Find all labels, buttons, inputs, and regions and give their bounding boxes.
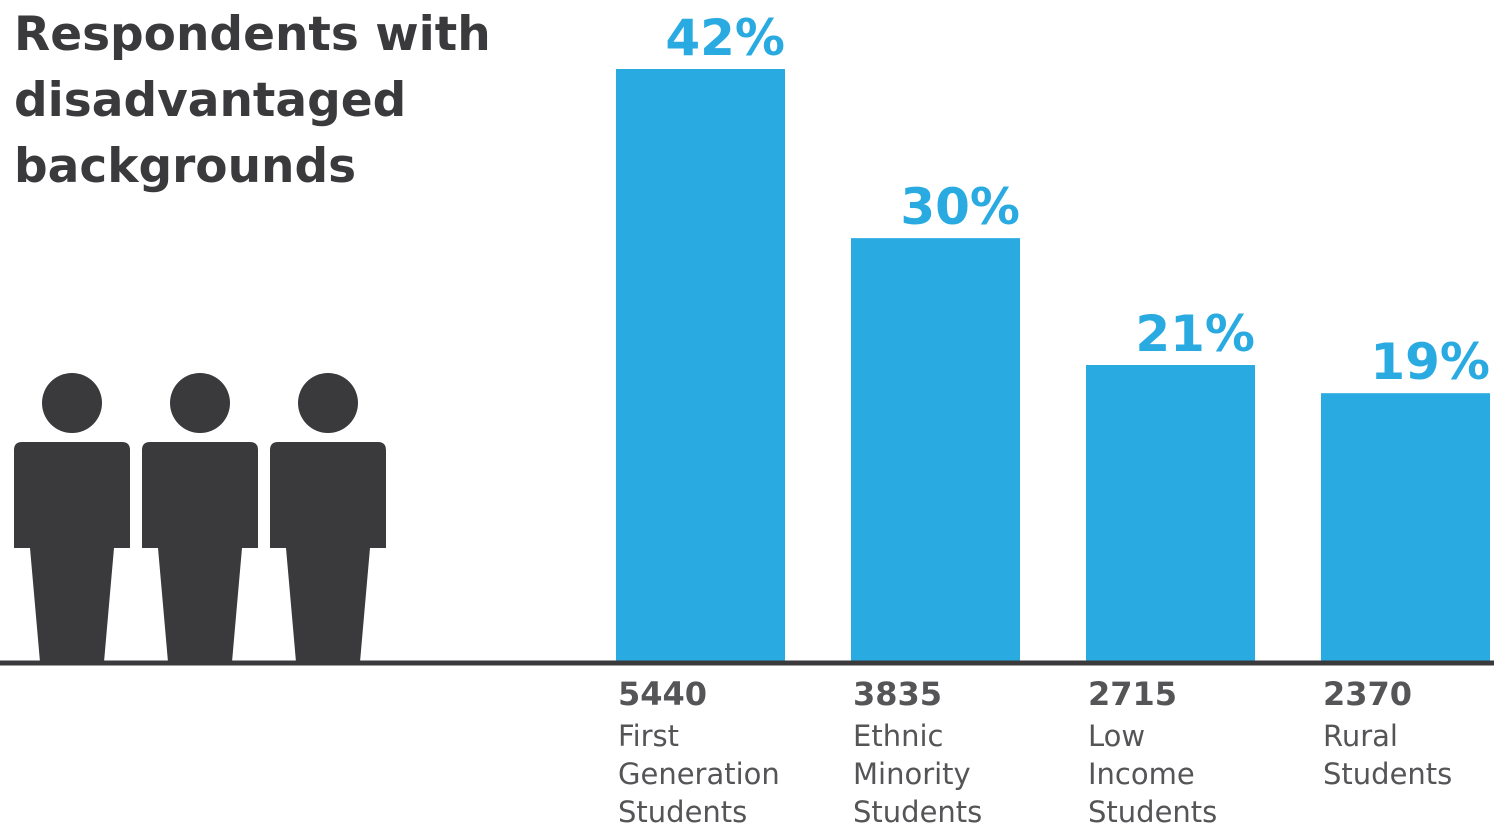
chart-title-line: backgrounds — [14, 139, 356, 194]
category-label-line: Ethnic — [853, 719, 943, 753]
bar-count-label: 2715 — [1088, 675, 1177, 713]
bar-value-label: 30% — [900, 178, 1020, 236]
labels-group: 42% 5440 First Generation Students 30% 3835 Eth… — [618, 9, 1490, 825]
category-label-line: First — [618, 719, 679, 753]
bar — [1321, 393, 1490, 661]
category-label-line: Minority — [853, 757, 971, 791]
category-label: Rural Students — [1323, 719, 1452, 791]
chart-title-line: Respondents with — [14, 7, 491, 62]
chart-title-line: disadvantaged — [14, 73, 406, 128]
bar-value-label: 21% — [1135, 305, 1255, 363]
bar-count-label: 5440 — [618, 675, 707, 713]
category-label-line: Generation — [618, 757, 780, 791]
category-label: Low Income Students — [1088, 719, 1217, 825]
bar — [1086, 365, 1255, 661]
bar — [851, 238, 1020, 661]
category-label-line: Students — [853, 795, 982, 825]
person-icon — [14, 373, 130, 662]
category-label-line: Students — [618, 795, 747, 825]
bars-group — [616, 69, 1490, 661]
category-label-line: Low — [1088, 719, 1145, 753]
bar-count-label: 3835 — [853, 675, 942, 713]
category-label-line: Students — [1323, 757, 1452, 791]
category-label-line: Income — [1088, 757, 1195, 791]
category-label: Ethnic Minority Students — [853, 719, 982, 825]
bar-value-label: 42% — [665, 9, 785, 67]
category-label-line: Rural — [1323, 719, 1398, 753]
person-icon — [142, 373, 258, 662]
category-label-line: Students — [1088, 795, 1217, 825]
person-icon — [270, 373, 386, 662]
bar — [616, 69, 785, 661]
category-label: First Generation Students — [618, 719, 780, 825]
bar-count-label: 2370 — [1323, 675, 1412, 713]
bar-value-label: 19% — [1370, 333, 1490, 391]
people-illustration — [14, 373, 386, 662]
chart-title: Respondents with disadvantaged backgroun… — [14, 7, 507, 194]
